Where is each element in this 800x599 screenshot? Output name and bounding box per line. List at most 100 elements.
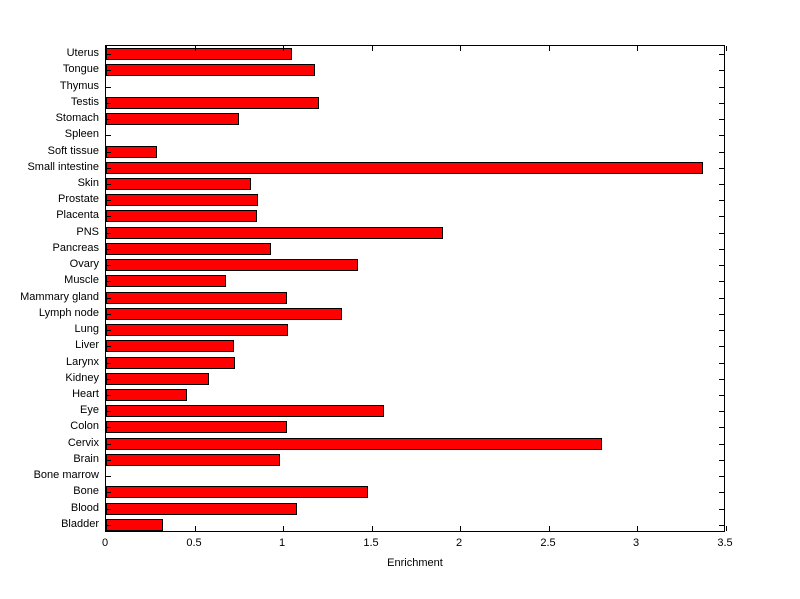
y-tick-label-blood: Blood xyxy=(70,502,99,514)
x-tick xyxy=(637,46,638,51)
y-tick-label-pns: PNS xyxy=(76,226,99,238)
y-tick xyxy=(106,298,111,299)
y-tick xyxy=(106,184,111,185)
bar-bone xyxy=(106,486,368,498)
y-tick xyxy=(106,119,111,120)
x-tick xyxy=(283,46,284,51)
x-tick-label-3-5: 3.5 xyxy=(717,537,733,549)
bar-liver xyxy=(106,340,234,352)
x-tick xyxy=(106,526,107,531)
y-tick-label-brain: Brain xyxy=(73,453,99,465)
y-tick xyxy=(106,363,111,364)
bar-prostate xyxy=(106,194,258,206)
y-tick xyxy=(106,525,111,526)
y-tick xyxy=(719,281,724,282)
bar-placenta xyxy=(106,210,257,222)
y-tick xyxy=(106,87,111,88)
y-tick xyxy=(719,87,724,88)
y-tick-label-liver: Liver xyxy=(75,339,99,351)
y-tick xyxy=(106,492,111,493)
x-tick-label-3: 3 xyxy=(632,537,640,549)
x-tick xyxy=(460,526,461,531)
x-tick-label-2: 2 xyxy=(455,537,463,549)
x-tick xyxy=(372,526,373,531)
bar-brain xyxy=(106,454,280,466)
y-tick xyxy=(106,54,111,55)
y-tick xyxy=(106,265,111,266)
y-tick-label-ovary: Ovary xyxy=(69,258,99,270)
y-tick xyxy=(719,265,724,266)
y-tick xyxy=(106,281,111,282)
bar-heart xyxy=(106,389,187,401)
y-tick xyxy=(719,184,724,185)
y-tick-label-larynx: Larynx xyxy=(65,356,99,368)
y-tick xyxy=(719,200,724,201)
bar-skin xyxy=(106,178,251,190)
y-tick xyxy=(719,152,724,153)
bar-pancreas xyxy=(106,243,271,255)
x-tick xyxy=(195,526,196,531)
y-tick xyxy=(106,233,111,234)
y-tick xyxy=(106,346,111,347)
y-tick xyxy=(106,379,111,380)
x-tick xyxy=(372,46,373,51)
y-tick xyxy=(106,249,111,250)
y-tick xyxy=(719,119,724,120)
y-tick xyxy=(719,492,724,493)
y-tick-label-eye: Eye xyxy=(80,404,99,416)
bar-eye xyxy=(106,405,384,417)
y-tick-label-lung: Lung xyxy=(74,323,99,335)
bar-mammary-gland xyxy=(106,292,287,304)
y-tick-label-colon: Colon xyxy=(70,420,99,432)
plot-area xyxy=(105,45,727,532)
bar-blood xyxy=(106,503,297,515)
y-tick xyxy=(719,135,724,136)
y-tick xyxy=(719,298,724,299)
y-tick-label-cervix: Cervix xyxy=(67,437,99,449)
bar-cervix xyxy=(106,438,602,450)
y-tick-label-testis: Testis xyxy=(70,96,99,108)
y-tick xyxy=(719,460,724,461)
y-tick-label-stomach: Stomach xyxy=(55,112,99,124)
y-tick-label-spleen: Spleen xyxy=(64,128,99,140)
bar-soft-tissue xyxy=(106,146,157,158)
x-tick xyxy=(549,526,550,531)
y-tick xyxy=(106,476,111,477)
bar-small-intestine xyxy=(106,162,703,174)
x-tick xyxy=(195,46,196,51)
y-tick xyxy=(106,427,111,428)
y-tick-label-soft-tissue: Soft tissue xyxy=(47,145,99,157)
y-tick xyxy=(106,314,111,315)
y-tick-label-mammary-gland: Mammary gland xyxy=(20,291,99,303)
y-tick xyxy=(719,363,724,364)
y-tick-label-bone: Bone xyxy=(73,485,99,497)
x-tick-label-2-5: 2.5 xyxy=(540,537,556,549)
x-tick xyxy=(460,46,461,51)
y-tick xyxy=(106,135,111,136)
y-tick xyxy=(719,330,724,331)
y-tick xyxy=(106,444,111,445)
y-tick xyxy=(106,411,111,412)
y-tick xyxy=(106,216,111,217)
y-tick xyxy=(719,346,724,347)
y-tick-label-thymus: Thymus xyxy=(59,80,99,92)
y-tick xyxy=(106,168,111,169)
y-tick-label-bladder: Bladder xyxy=(61,518,99,530)
bar-stomach xyxy=(106,113,239,125)
y-tick xyxy=(106,103,111,104)
y-tick xyxy=(106,152,111,153)
y-tick xyxy=(719,379,724,380)
y-tick-label-skin: Skin xyxy=(77,177,99,189)
y-tick xyxy=(106,200,111,201)
y-tick xyxy=(719,103,724,104)
y-tick-label-prostate: Prostate xyxy=(58,193,99,205)
y-tick xyxy=(106,509,111,510)
y-tick xyxy=(719,525,724,526)
y-tick-label-kidney: Kidney xyxy=(65,372,99,384)
bar-pns xyxy=(106,227,443,239)
y-tick-label-lymph-node: Lymph node xyxy=(38,307,99,319)
x-tick-label-0: 0 xyxy=(101,537,109,549)
y-tick-label-bone-marrow: Bone marrow xyxy=(33,469,99,481)
x-tick xyxy=(726,46,727,51)
